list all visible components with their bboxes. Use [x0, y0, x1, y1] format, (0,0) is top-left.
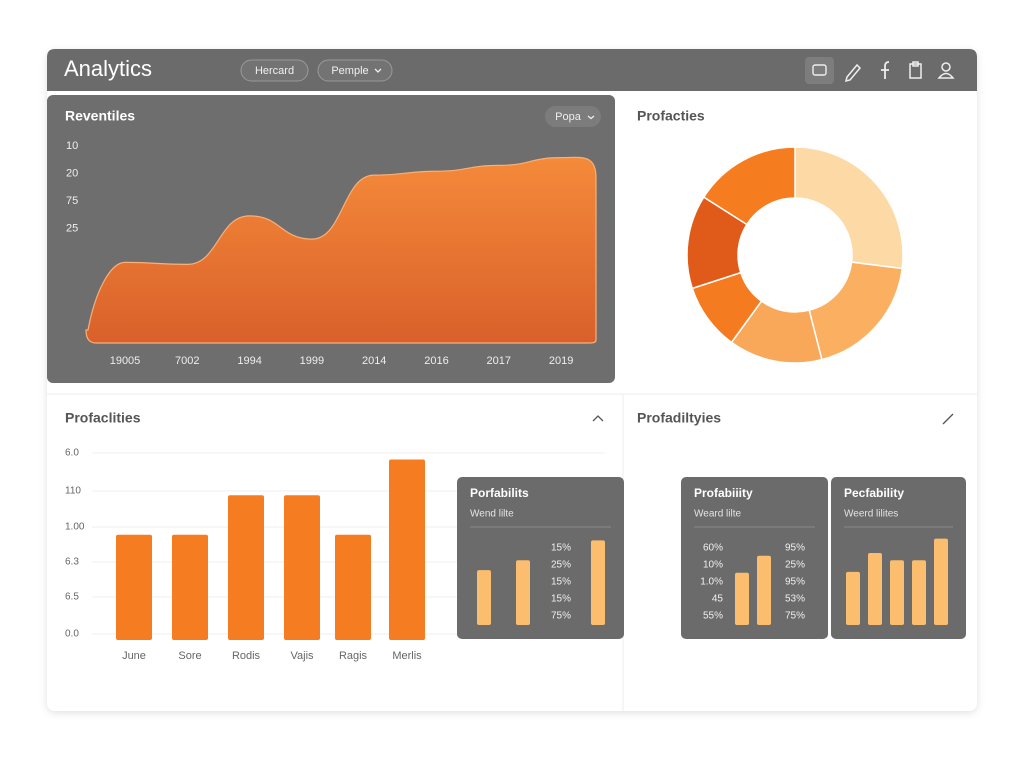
pill-label[interactable]: Pemple: [331, 65, 368, 77]
card-label: 95%: [785, 543, 805, 554]
x-tick-label: 19005: [110, 355, 141, 367]
y-tick-label: 0.0: [65, 629, 79, 640]
bar: [228, 495, 264, 640]
card-bar: [516, 560, 530, 625]
icon: [812, 64, 827, 76]
card-label: 15%: [551, 543, 571, 554]
card-label: 1.0%: [700, 577, 723, 588]
card-label: 75%: [551, 611, 571, 622]
panel-title: Profadiltyies: [637, 410, 721, 426]
donut-segment: [794, 146, 904, 270]
icon-user[interactable]: [937, 72, 955, 79]
pill-button[interactable]: [240, 59, 309, 82]
x-tick-label: Sore: [178, 650, 201, 662]
panel-title: Reventiles: [65, 108, 135, 124]
card-bar: [735, 572, 749, 625]
area: [85, 156, 597, 344]
card-label: 25%: [785, 560, 805, 571]
metric-card: [681, 477, 828, 639]
x-tick-label: Rodis: [232, 650, 261, 662]
app-title: Analytics: [64, 56, 152, 81]
bar: [335, 534, 371, 640]
card-subtitle: Weerd lilites: [844, 509, 898, 520]
icon-clipboard[interactable]: [909, 61, 922, 79]
caret: [587, 115, 595, 120]
card-label: 55%: [703, 611, 723, 622]
card-label: 53%: [785, 594, 805, 605]
y-tick-label: 6.0: [65, 448, 79, 459]
card-label: 15%: [551, 594, 571, 605]
donut-segment: [702, 146, 796, 226]
x-tick-label: 7002: [175, 355, 199, 367]
card-bar: [934, 538, 948, 625]
panel-title: Profacties: [637, 108, 705, 124]
y-tick-label: 6.5: [65, 592, 79, 603]
card-bar: [868, 553, 882, 625]
card-title: Porfabilits: [470, 486, 529, 500]
metric-card: [831, 477, 966, 639]
y-tick-label: 110: [65, 486, 81, 497]
icon-user[interactable]: [941, 62, 951, 72]
x-tick-label: June: [122, 650, 146, 662]
header-bar: [47, 49, 977, 91]
y-tick-label: 25: [66, 222, 78, 234]
card-bar: [477, 570, 491, 625]
dropdown-label[interactable]: Popa: [555, 111, 582, 123]
card-label: 10%: [703, 560, 723, 571]
x-tick-label: 1994: [237, 355, 261, 367]
expand-icon[interactable]: [942, 413, 954, 425]
x-tick-label: 2016: [424, 355, 448, 367]
card-title: Pecfability: [844, 486, 904, 500]
x-tick-label: 2014: [362, 355, 386, 367]
x-tick-label: 2017: [487, 355, 511, 367]
dropdown[interactable]: [545, 106, 601, 127]
metric-card: [457, 477, 624, 639]
card-label: 75%: [785, 611, 805, 622]
card-label: 45: [712, 594, 724, 605]
collapse-icon[interactable]: [592, 415, 604, 422]
bar: [389, 459, 425, 640]
card-bar: [890, 560, 904, 625]
card-label: 25%: [551, 560, 571, 571]
icon-pen[interactable]: [844, 63, 862, 83]
caret: [374, 68, 382, 73]
x-tick-label: Ragis: [339, 650, 368, 662]
y-tick-label: 10: [66, 140, 78, 152]
card-label: 95%: [785, 577, 805, 588]
x-tick-label: 1999: [300, 355, 324, 367]
y-tick-label: 75: [66, 195, 78, 207]
card-subtitle: Weard lilte: [694, 509, 741, 520]
icon-f[interactable]: [881, 61, 890, 79]
pill-dropdown[interactable]: [317, 59, 393, 82]
card-label: 15%: [551, 577, 571, 588]
card-title: Profabiiity: [694, 486, 753, 500]
x-tick-label: 2019: [549, 355, 573, 367]
bar: [172, 534, 208, 640]
bar: [284, 495, 320, 640]
x-tick-label: Vajis: [290, 650, 314, 662]
card-subtitle: Wend lilte: [470, 509, 514, 520]
bar: [116, 534, 152, 640]
card-bar: [846, 571, 860, 625]
icon-button[interactable]: [805, 57, 834, 84]
card-bar: [757, 555, 771, 625]
card-bar: [591, 540, 605, 625]
panel-title: Profaclities: [65, 410, 141, 426]
y-tick-label: 6.3: [65, 557, 79, 568]
y-tick-label: 1.00: [65, 522, 85, 533]
x-tick-label: Merlis: [392, 650, 422, 662]
y-tick-label: 20: [66, 167, 78, 179]
card-label: 60%: [703, 543, 723, 554]
pill-label[interactable]: Hercard: [255, 65, 294, 77]
card-bar: [912, 560, 926, 625]
